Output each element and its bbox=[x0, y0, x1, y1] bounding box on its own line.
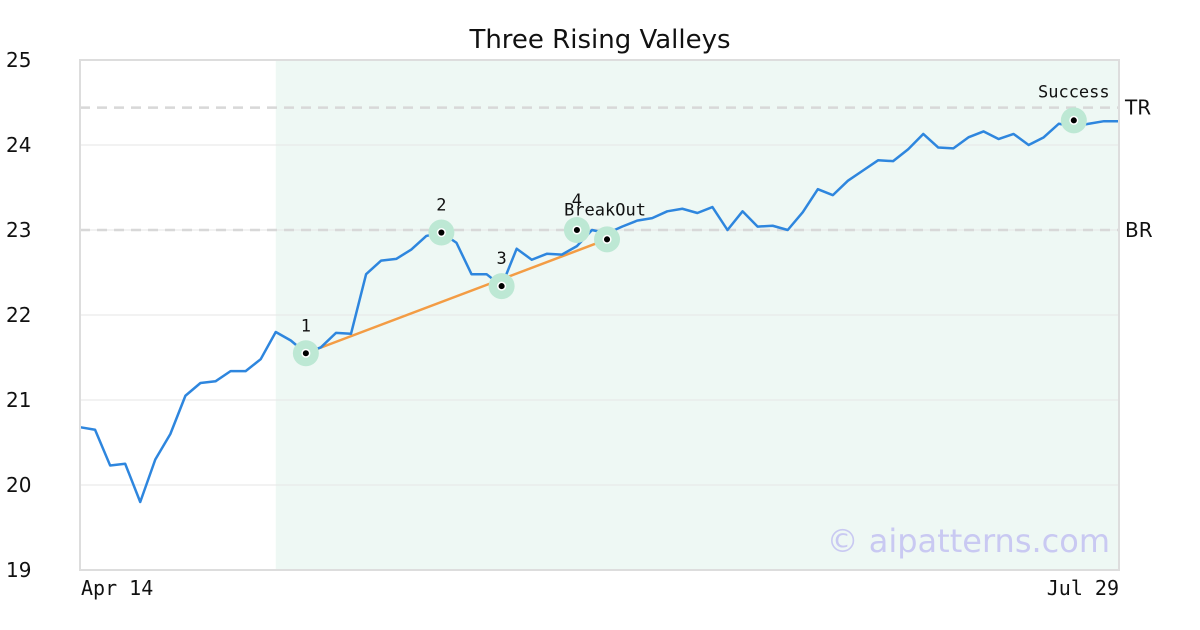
x-tick-label: Jul 29 bbox=[1047, 576, 1119, 600]
key-point-dot bbox=[436, 228, 446, 238]
y-tick-label: 24 bbox=[6, 133, 31, 157]
level-label-br: BR bbox=[1125, 218, 1153, 242]
key-point-label: 3 bbox=[496, 249, 506, 269]
frame-layer bbox=[79, 59, 1120, 571]
key-point-dot bbox=[497, 281, 507, 291]
key-point-dot bbox=[301, 348, 311, 358]
watermark-text: © aipatterns.com bbox=[827, 522, 1110, 560]
key-point-label: 1 bbox=[301, 316, 311, 336]
y-tick-label: 22 bbox=[6, 303, 31, 327]
y-tick-label: 25 bbox=[6, 48, 31, 72]
y-tick-label: 21 bbox=[6, 388, 31, 412]
y-tick-label: 19 bbox=[6, 558, 31, 582]
key-point-label: 2 bbox=[436, 196, 446, 216]
y-tick-label: 20 bbox=[6, 473, 31, 497]
key-point-label: 4 bbox=[572, 191, 582, 211]
key-point-label: BreakOut bbox=[564, 200, 646, 220]
key-point-dot bbox=[572, 225, 582, 235]
key-point-dot bbox=[602, 234, 612, 244]
y-axis-ticks: 19 20 21 22 23 24 25 bbox=[6, 48, 31, 582]
y-tick-label: 23 bbox=[6, 218, 31, 242]
plot-frame bbox=[79, 59, 1120, 571]
x-tick-label: Apr 14 bbox=[81, 576, 153, 600]
x-axis-ticks: Apr 14 Jul 29 bbox=[81, 576, 1119, 600]
level-label-tr: TR bbox=[1124, 96, 1151, 120]
chart-title: Three Rising Valleys bbox=[468, 25, 730, 55]
key-point-dot bbox=[1069, 115, 1079, 125]
key-point-label: Success bbox=[1038, 82, 1110, 102]
valley-trendline bbox=[305, 238, 608, 355]
